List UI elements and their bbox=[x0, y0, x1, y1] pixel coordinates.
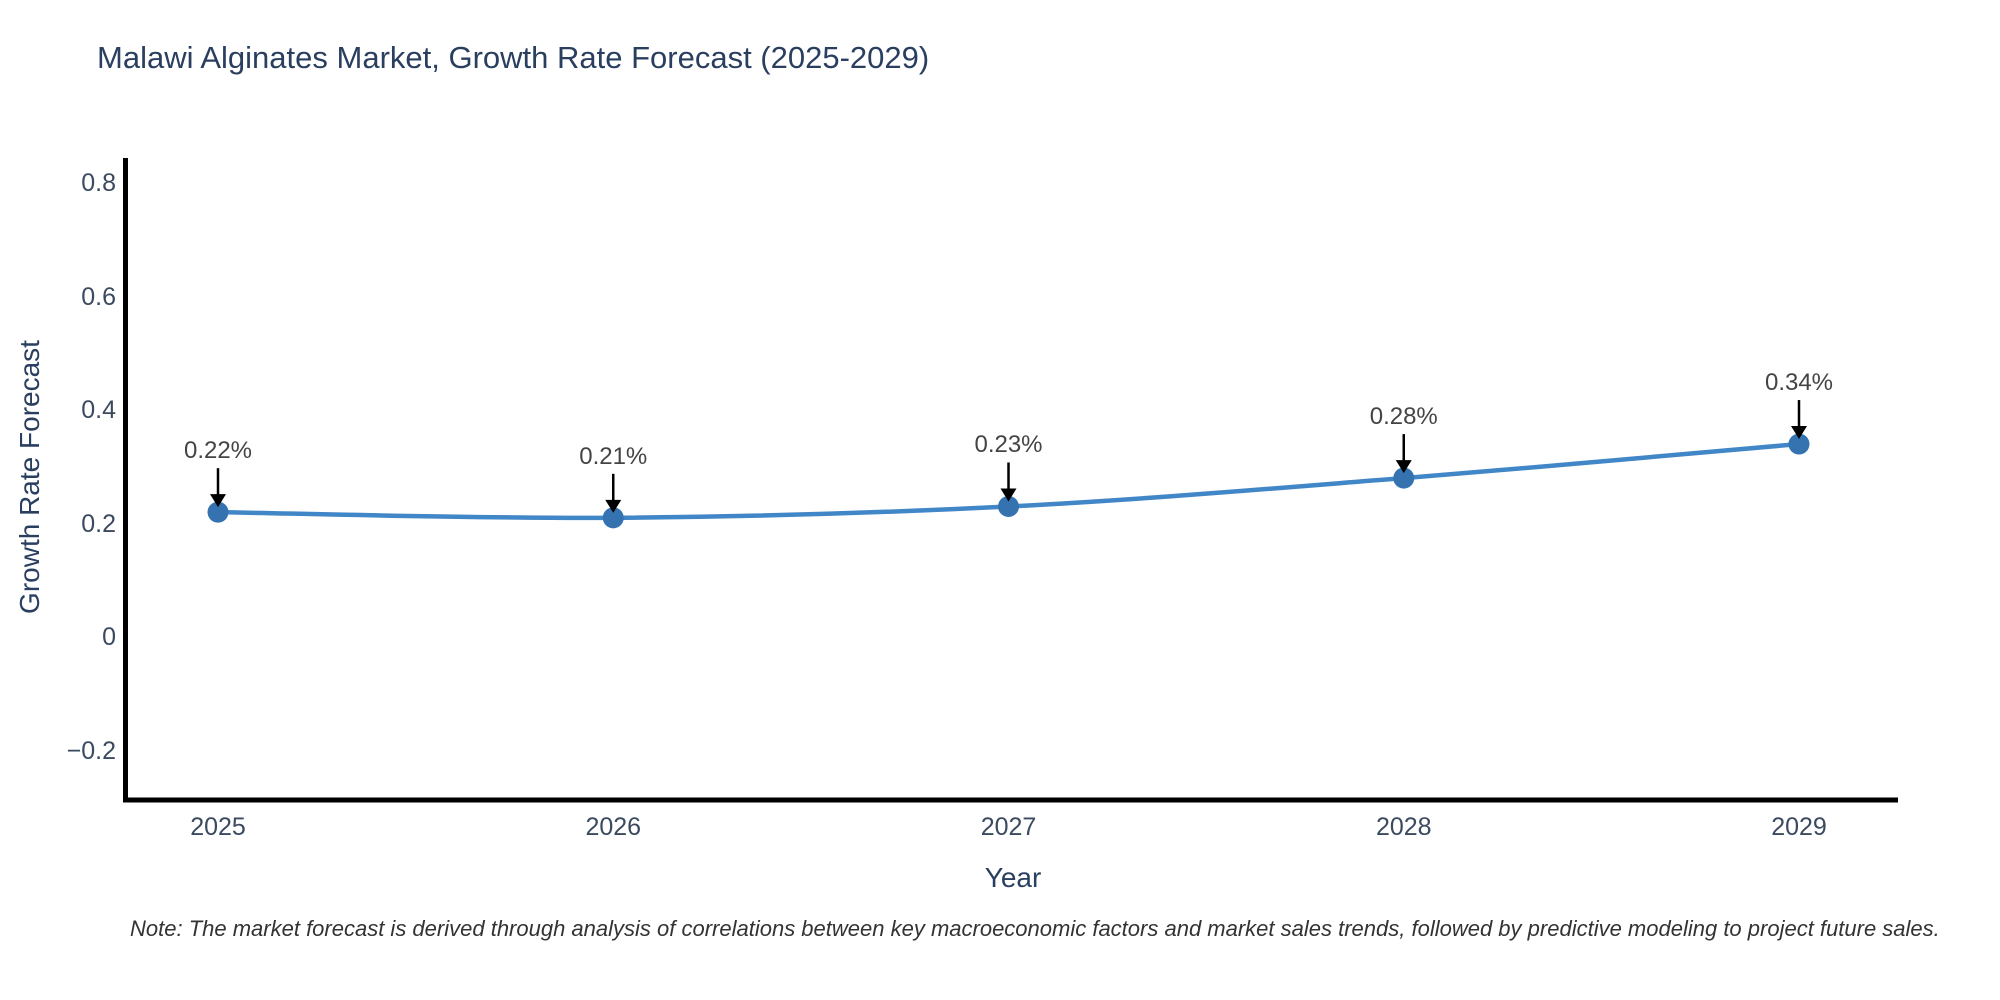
x-tick-label: 2027 bbox=[980, 813, 1037, 841]
y-tick-label: −0.2 bbox=[66, 736, 116, 765]
x-axis-title: Year bbox=[984, 862, 1042, 893]
annotation-arrow-head bbox=[210, 494, 226, 508]
x-tick-label: 2029 bbox=[1771, 813, 1827, 841]
y-tick-label: 0.4 bbox=[81, 396, 116, 424]
annotation-arrow-head bbox=[1000, 488, 1017, 502]
chart-title: Malawi Alginates Market, Growth Rate For… bbox=[97, 40, 930, 75]
x-tick-label: 2028 bbox=[1375, 813, 1432, 841]
y-tick-label: 0.6 bbox=[81, 282, 116, 311]
y-axis-title: Growth Rate Forecast bbox=[14, 340, 45, 614]
data-point-marker bbox=[1788, 433, 1810, 455]
point-value-label: 0.22% bbox=[183, 437, 253, 465]
data-point-marker bbox=[602, 507, 624, 529]
point-value-label: 0.34% bbox=[1764, 369, 1834, 397]
y-tick-label: 0.2 bbox=[81, 509, 116, 538]
y-tick-label: 0 bbox=[102, 623, 116, 651]
data-point-marker bbox=[1393, 467, 1415, 489]
annotation-arrow-head bbox=[605, 499, 622, 513]
point-value-label: 0.28% bbox=[1369, 403, 1438, 431]
annotation-arrow-head bbox=[1791, 426, 1807, 440]
x-tick-label: 2025 bbox=[190, 813, 246, 841]
point-value-label: 0.23% bbox=[974, 431, 1043, 459]
data-point-marker bbox=[207, 501, 229, 523]
x-tick-label: 2026 bbox=[585, 813, 642, 841]
data-point-marker bbox=[998, 495, 1019, 517]
annotation-arrow-head bbox=[1395, 460, 1412, 474]
y-tick-label: 0.8 bbox=[81, 169, 116, 197]
footnote: Note: The market forecast is derived thr… bbox=[130, 916, 1940, 941]
point-value-label: 0.21% bbox=[579, 442, 648, 470]
